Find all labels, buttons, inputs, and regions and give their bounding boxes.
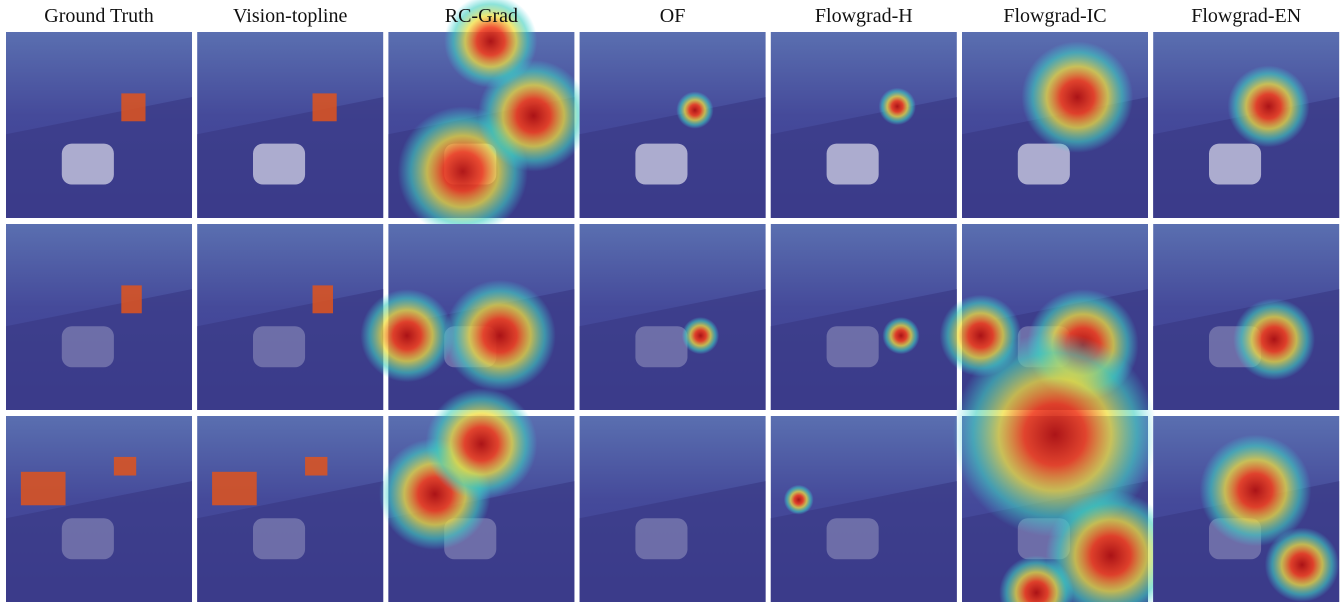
image-cell (579, 32, 766, 218)
car (826, 326, 879, 368)
image-cell (360, 224, 575, 410)
image-cell (197, 416, 384, 602)
heat-blob (952, 332, 1158, 537)
object-box (121, 285, 142, 314)
road (197, 481, 384, 602)
image-cell (6, 416, 192, 602)
car (826, 518, 879, 560)
image-cell (579, 416, 766, 602)
image-cell (579, 224, 766, 410)
car (635, 326, 688, 368)
car (61, 518, 114, 560)
image-cell (197, 32, 384, 218)
column-header: OF (660, 5, 686, 27)
image-cell (952, 332, 1176, 602)
heat-blob (676, 91, 714, 129)
image-cell (962, 32, 1148, 218)
column-header: Ground Truth (44, 5, 153, 27)
image-cell (379, 388, 575, 602)
car (253, 143, 306, 185)
car (1017, 143, 1070, 185)
heat-blob (1227, 65, 1310, 148)
road (770, 289, 957, 410)
heat-blob (444, 0, 538, 88)
road (6, 289, 192, 410)
heat-blob (425, 388, 538, 500)
image-cell (770, 32, 957, 218)
heat-blob (882, 317, 920, 355)
road (197, 289, 384, 410)
object-box (305, 456, 328, 476)
image-cell (6, 224, 192, 410)
object-box (113, 456, 137, 476)
car (826, 143, 879, 185)
column-header: RC-Grad (445, 5, 518, 27)
object-box (312, 93, 337, 122)
object-box (212, 471, 257, 506)
heat-blob (444, 279, 556, 392)
image-cell (388, 0, 590, 237)
image-cell (1153, 32, 1340, 218)
heat-blob (1233, 298, 1316, 381)
heat-blob (1021, 41, 1134, 153)
image-cell (6, 32, 192, 218)
image-cell (1153, 224, 1340, 410)
car (61, 326, 114, 368)
heat-blob (1045, 490, 1176, 602)
column-header: Flowgrad-H (815, 5, 913, 27)
road (579, 289, 766, 410)
car (1209, 143, 1262, 185)
heat-blob (878, 87, 916, 125)
image-cell (770, 416, 957, 602)
car (635, 518, 688, 560)
heat-blob (999, 555, 1074, 602)
road (6, 481, 192, 602)
object-box (121, 93, 146, 122)
heat-blob (681, 317, 720, 355)
road (579, 481, 766, 602)
car (253, 518, 306, 560)
heat-blob (477, 59, 590, 172)
heat-blob (1264, 527, 1340, 602)
image-cell (197, 224, 384, 410)
heat-blob (360, 289, 454, 383)
heat-blob (783, 484, 814, 515)
heat-blob (1199, 434, 1312, 547)
image-cell (1153, 416, 1340, 602)
object-box (20, 471, 66, 506)
object-box (312, 285, 333, 314)
column-header: Flowgrad-EN (1191, 5, 1301, 27)
car (635, 143, 688, 185)
image-cell (770, 224, 957, 410)
car (61, 143, 114, 185)
column-header: Vision-topline (233, 5, 347, 27)
column-header: Flowgrad-IC (1003, 5, 1106, 27)
image-grid (6, 0, 1340, 602)
car (253, 326, 306, 368)
road (770, 481, 957, 602)
